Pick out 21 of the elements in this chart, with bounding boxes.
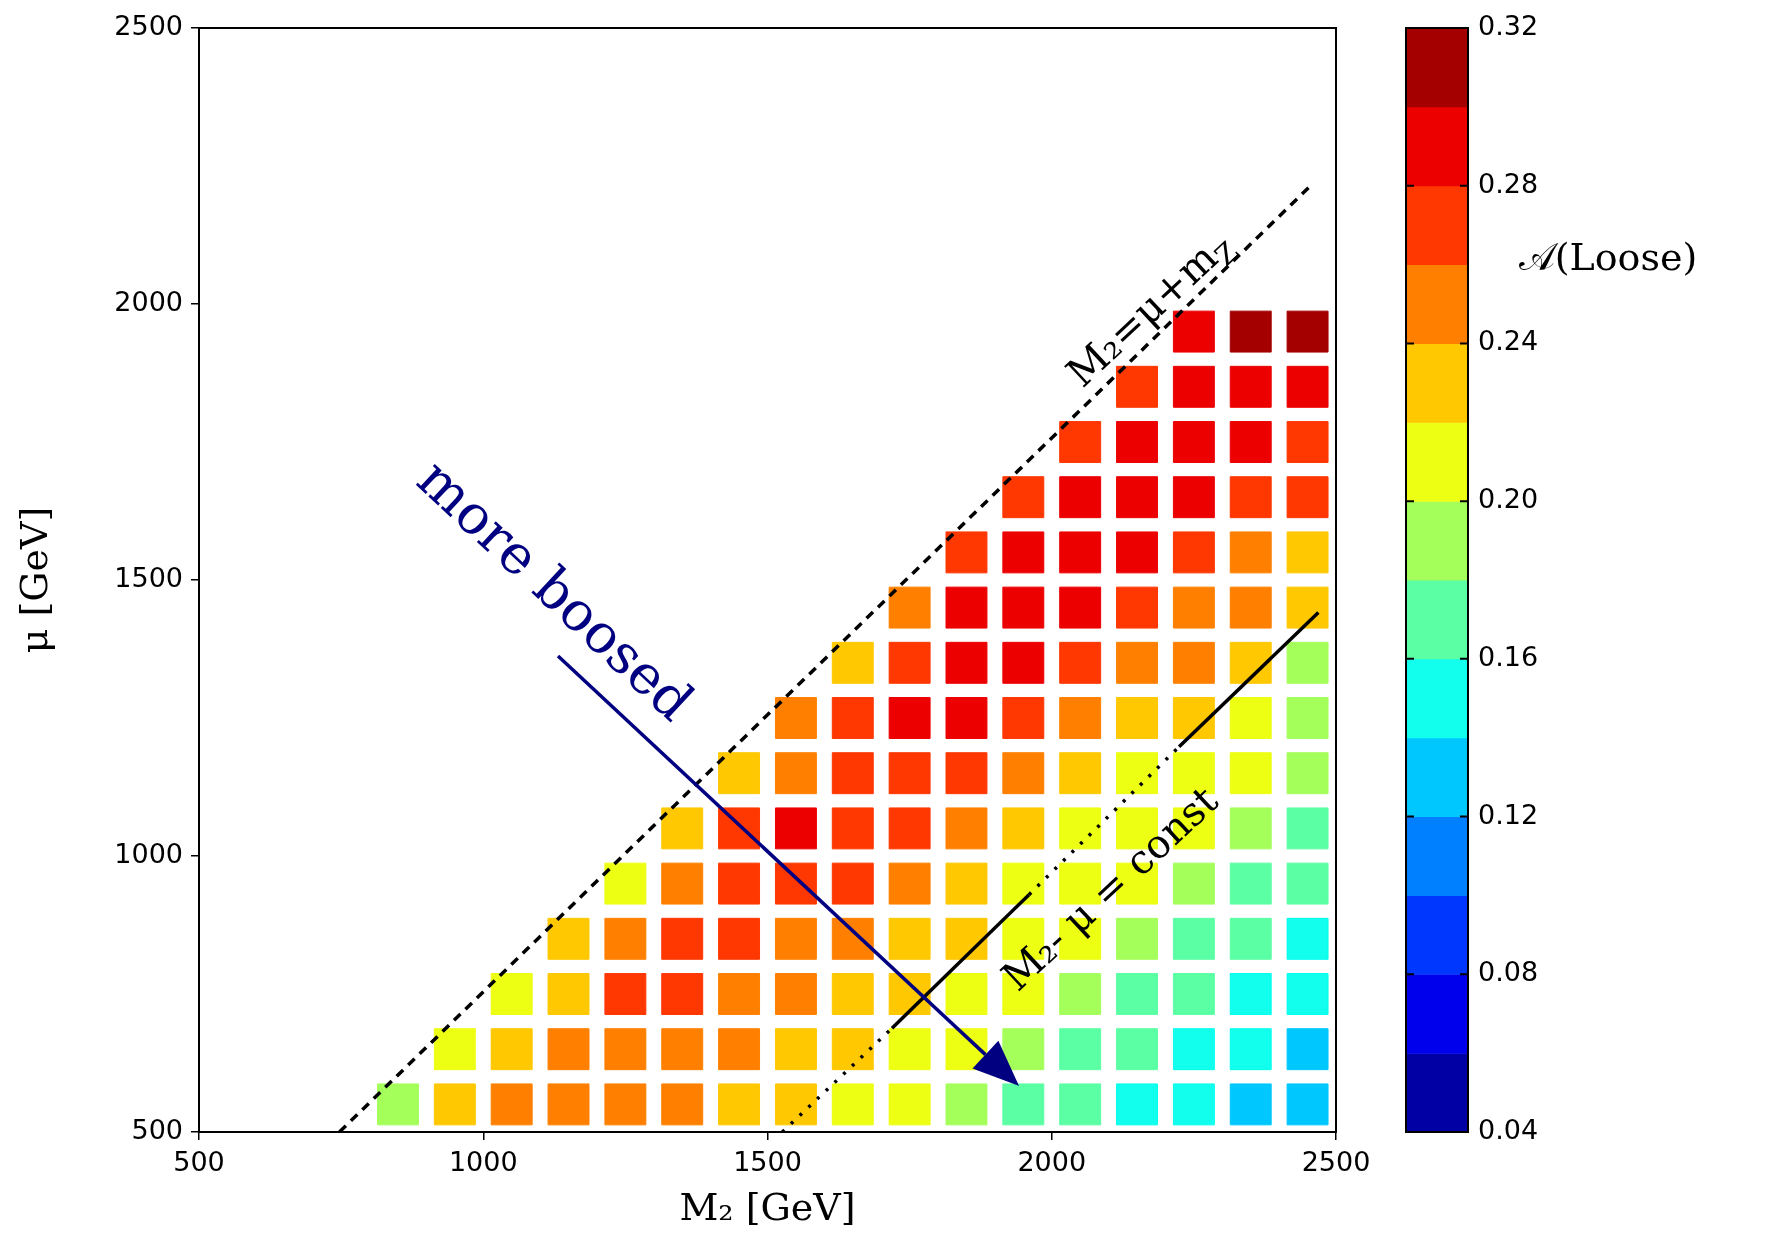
color-bar-label: 0.16	[1478, 640, 1539, 672]
x-tick-label: 500	[173, 1146, 225, 1178]
x-tick-label: 1000	[448, 1146, 518, 1178]
color-bar-label: 0.20	[1478, 483, 1539, 515]
color-bar-title: 𝒜(Loose)	[1518, 234, 1698, 279]
x-tick-label: 2000	[1017, 1146, 1087, 1178]
y-tick-label: 2500	[114, 10, 183, 42]
x-tick-label: 1500	[733, 1146, 802, 1178]
x-tick-label: 2500	[1301, 1146, 1371, 1178]
color-bar-label: 0.24	[1478, 325, 1539, 357]
y-axis-title: μ [GeV]	[11, 506, 56, 654]
y-tick-label: 500	[131, 1114, 183, 1146]
color-bar-label: 0.12	[1478, 798, 1539, 830]
y-tick-label: 1000	[114, 838, 183, 870]
color-bar-label: 0.32	[1478, 10, 1539, 42]
color-bar-label: 0.04	[1478, 1114, 1539, 1146]
x-axis-title: M₂ [GeV]	[679, 1185, 856, 1230]
color-bar-label: 0.28	[1478, 167, 1539, 199]
color-bar-label: 0.08	[1478, 956, 1539, 988]
y-tick-label: 2000	[114, 286, 183, 318]
y-tick-label: 1500	[114, 562, 183, 594]
